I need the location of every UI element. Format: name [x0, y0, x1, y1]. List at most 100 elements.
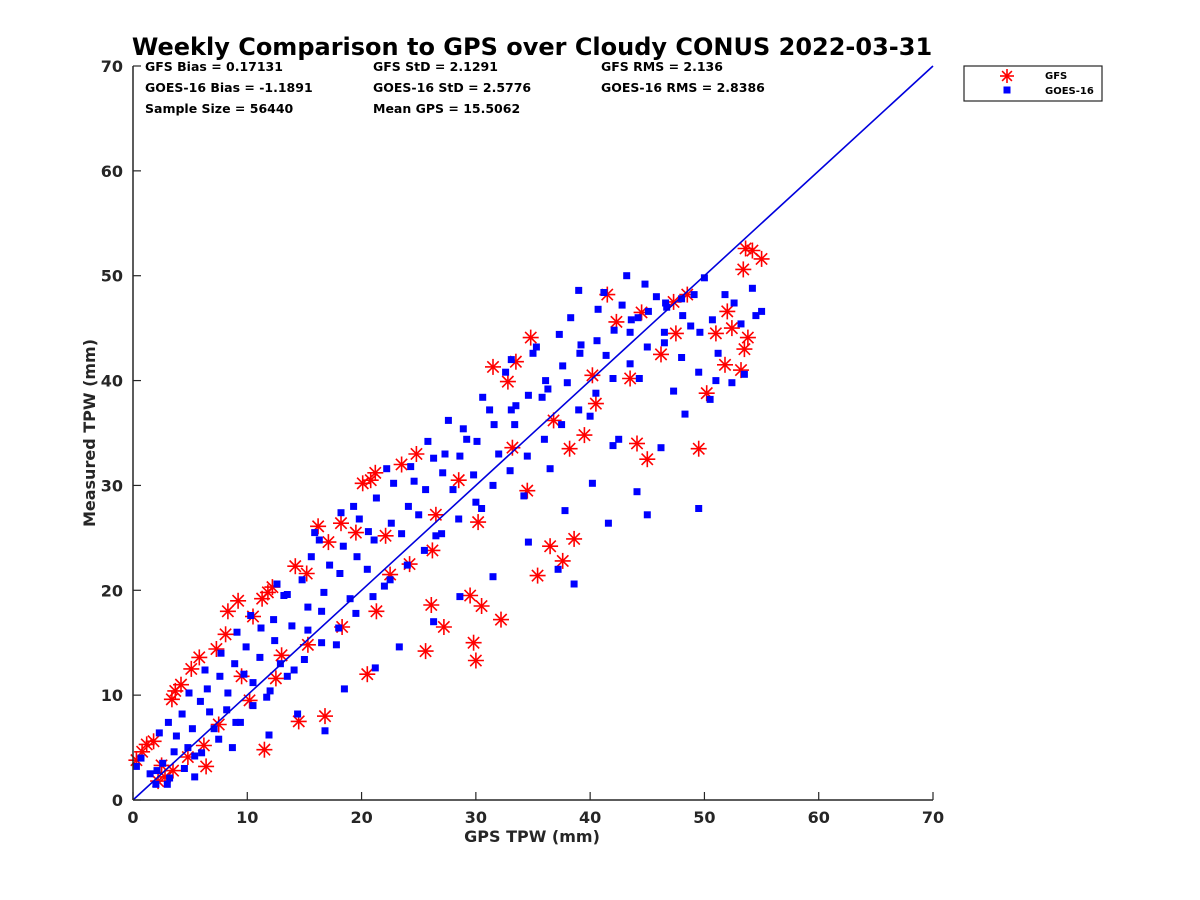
goes-point	[696, 328, 704, 336]
gfs-point	[256, 741, 273, 758]
goes-point	[623, 272, 631, 280]
goes-point	[449, 486, 457, 494]
goes-point	[326, 561, 334, 569]
gfs-point	[462, 587, 479, 604]
goes-point	[748, 284, 756, 292]
goes-point	[210, 725, 218, 733]
goes-point	[420, 546, 428, 554]
x-tick-label: 40	[579, 808, 601, 827]
goes-point	[634, 314, 642, 322]
goes-point	[593, 337, 601, 345]
goes-point	[249, 702, 257, 710]
goes-point	[728, 379, 736, 387]
goes-point	[163, 780, 171, 788]
goes-point	[256, 653, 264, 661]
goes-point	[618, 301, 626, 309]
legend-gfs-marker	[1000, 69, 1014, 83]
goes-point	[561, 507, 569, 515]
goes-point	[178, 710, 186, 718]
goes-point	[166, 774, 174, 782]
gfs-point	[393, 456, 410, 473]
goes-point	[340, 685, 348, 693]
x-tick-label: 30	[465, 808, 487, 827]
goes-point	[479, 393, 487, 401]
goes-point	[407, 463, 415, 471]
goes-point	[430, 454, 438, 462]
goes-point	[690, 291, 698, 299]
goes-point	[430, 618, 438, 626]
goes-point	[604, 519, 612, 527]
x-tick-label: 0	[127, 808, 138, 827]
goes-point	[415, 511, 423, 519]
gfs-point	[217, 626, 234, 643]
goes-point	[577, 341, 585, 349]
goes-point	[355, 515, 363, 523]
goes-point	[332, 641, 340, 649]
goes-point	[540, 435, 548, 443]
goes-point	[146, 770, 154, 778]
gfs-point	[333, 515, 349, 532]
goes-point	[240, 670, 248, 678]
gfs-point	[423, 597, 440, 613]
gfs-point	[587, 395, 604, 412]
goes-point	[456, 452, 464, 460]
goes-point	[520, 492, 528, 500]
gfs-point	[230, 592, 247, 609]
axes	[132, 66, 933, 801]
gfs-point	[408, 446, 425, 462]
goes-point	[524, 538, 532, 546]
goes-point	[459, 425, 467, 433]
gfs-point	[377, 527, 394, 544]
goes-point	[228, 744, 236, 752]
legend-goes-marker	[1003, 86, 1011, 94]
goes-point	[592, 389, 600, 397]
x-tick-label: 20	[350, 808, 372, 827]
gfs-point	[267, 670, 284, 687]
y-tick-label: 70	[101, 57, 123, 76]
goes-point	[695, 505, 703, 512]
goes-point	[678, 354, 686, 361]
gfs-point	[417, 643, 434, 660]
goes-point	[544, 385, 552, 393]
x-ticks: 0 10 20 30 40 50 60 70	[127, 792, 944, 827]
y-tick-label: 30	[101, 476, 123, 495]
goes-point	[271, 637, 279, 645]
goes-point	[473, 437, 481, 445]
stat-mean-gps: Mean GPS = 15.5062	[373, 101, 520, 116]
goes-point	[523, 452, 531, 460]
gfs-point	[576, 427, 593, 444]
y-tick-label: 10	[101, 686, 123, 705]
goes-point	[678, 295, 686, 303]
goes-point	[559, 362, 567, 370]
goes-point	[424, 437, 432, 445]
goes-point	[369, 593, 377, 601]
goes-point	[615, 435, 623, 443]
goes-point	[511, 421, 519, 429]
goes-point	[215, 735, 223, 743]
goes-point	[575, 286, 583, 294]
y-tick-label: 40	[101, 372, 123, 391]
goes-point	[294, 710, 302, 718]
gfs-point	[320, 534, 337, 551]
gfs-point	[317, 708, 333, 725]
goes-point	[700, 274, 708, 282]
goes-point	[132, 762, 140, 770]
goes-point	[626, 328, 634, 336]
goes-point	[337, 509, 345, 517]
goes-point	[730, 299, 738, 307]
gfs-point	[195, 737, 212, 754]
goes-point	[652, 293, 660, 301]
goes-point	[438, 530, 446, 538]
gfs-point	[191, 649, 208, 666]
goes-point	[298, 576, 306, 584]
goes-point	[153, 767, 161, 775]
goes-point	[681, 410, 689, 418]
goes-point	[662, 299, 670, 307]
goes-point	[490, 421, 498, 429]
goes-point	[472, 498, 480, 506]
goes-point	[172, 732, 180, 740]
goes-point	[236, 718, 244, 726]
goes-point	[185, 689, 193, 697]
goes-point	[370, 536, 378, 544]
goes-point	[532, 343, 540, 351]
